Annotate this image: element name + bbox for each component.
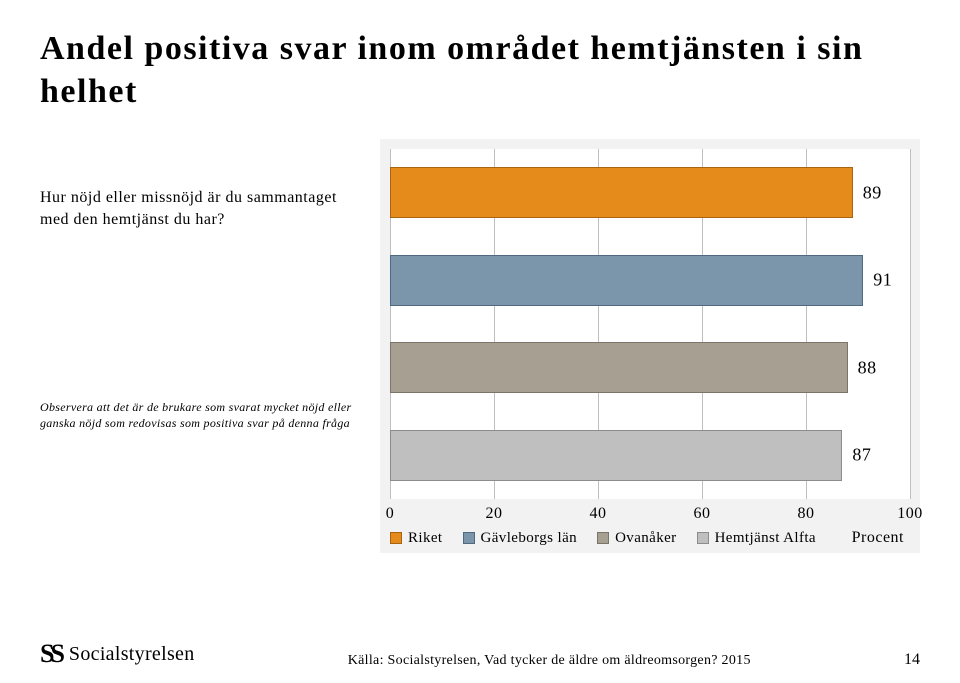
bar-value-label: 87 — [852, 445, 871, 466]
logo-icon: S⁠S — [40, 639, 61, 669]
bar-slot: 91 — [390, 237, 910, 325]
legend-label: Hemtjänst Alfta — [715, 530, 816, 547]
chart-container: 89 91 88 87 0 20 40 60 80 100 Riket Gävleborgs lä… — [380, 139, 920, 553]
question-text: Hur nöjd eller missnöjd är du sammantage… — [40, 187, 370, 230]
gridline — [910, 149, 911, 499]
legend-swatch — [463, 532, 475, 544]
legend: Riket Gävleborgs län Ovanåker Hemtjänst Alf… — [390, 530, 816, 547]
content-row: Hur nöjd eller missnöjd är du sammantage… — [40, 139, 920, 553]
page-number: 14 — [904, 651, 920, 669]
bar — [390, 255, 863, 306]
bar-value-label: 91 — [873, 270, 892, 291]
page-title: Andel positiva svar inom området hemtjän… — [40, 28, 920, 113]
x-tick-label: 100 — [897, 505, 923, 523]
x-tick-label: 40 — [590, 505, 607, 523]
bar-slot: 87 — [390, 412, 910, 500]
bar-value-label: 89 — [863, 182, 882, 203]
legend-row: Riket Gävleborgs län Ovanåker Hemtjänst Alf… — [390, 529, 910, 547]
plot-area: 89 91 88 87 — [390, 149, 910, 499]
legend-item: Gävleborgs län — [463, 530, 578, 547]
x-tick-label: 80 — [798, 505, 815, 523]
slide: Andel positiva svar inom området hemtjän… — [0, 0, 960, 683]
logo: S⁠S Socialstyrelsen — [40, 639, 195, 669]
bar — [390, 167, 853, 218]
bar — [390, 430, 842, 481]
legend-label: Riket — [408, 530, 443, 547]
bars: 89 91 88 87 — [390, 149, 910, 499]
legend-swatch — [597, 532, 609, 544]
bar-slot: 89 — [390, 149, 910, 237]
axis-unit-label: Procent — [852, 529, 910, 547]
legend-label: Ovanåker — [615, 530, 677, 547]
x-axis: 020406080100 — [390, 501, 910, 527]
source-text: Källa: Socialstyrelsen, Vad tycker de äl… — [348, 653, 751, 669]
legend-swatch — [697, 532, 709, 544]
logo-text: Socialstyrelsen — [69, 643, 195, 666]
bar-value-label: 88 — [858, 357, 877, 378]
observe-note: Observera att det är de brukare som svar… — [40, 400, 370, 431]
legend-swatch — [390, 532, 402, 544]
bar-slot: 88 — [390, 324, 910, 412]
footer: S⁠S Socialstyrelsen Källa: Socialstyrels… — [40, 639, 920, 669]
legend-label: Gävleborgs län — [481, 530, 578, 547]
legend-item: Ovanåker — [597, 530, 677, 547]
legend-item: Riket — [390, 530, 443, 547]
x-tick-label: 0 — [386, 505, 395, 523]
bar — [390, 342, 848, 393]
x-tick-label: 60 — [694, 505, 711, 523]
x-tick-label: 20 — [486, 505, 503, 523]
legend-item: Hemtjänst Alfta — [697, 530, 816, 547]
left-column: Hur nöjd eller missnöjd är du sammantage… — [40, 139, 380, 431]
